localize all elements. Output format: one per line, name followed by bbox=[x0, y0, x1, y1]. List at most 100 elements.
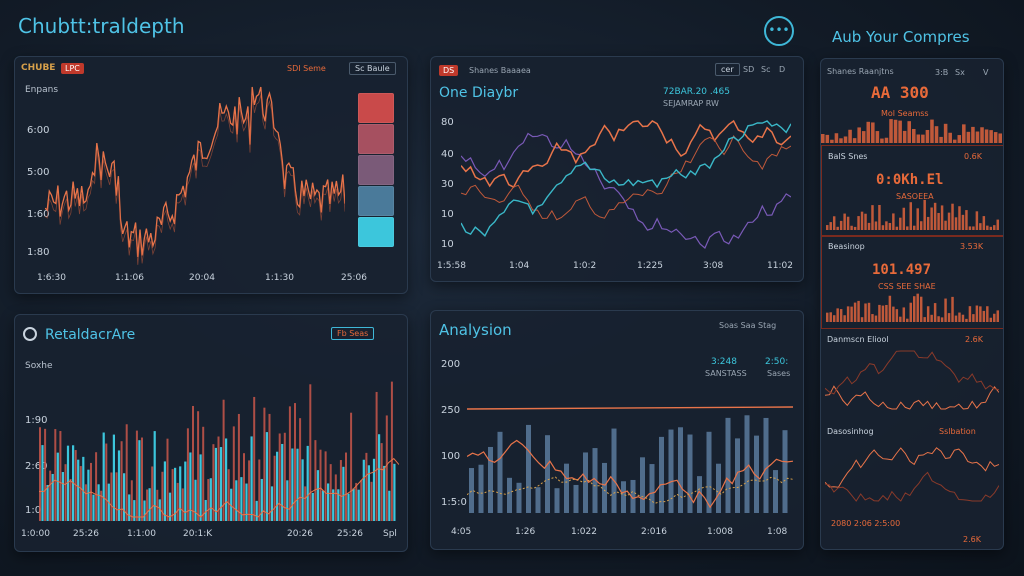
panel3-btn[interactable]: Fb Seas bbox=[331, 327, 375, 340]
bar-red bbox=[84, 484, 87, 521]
refresh-icon[interactable] bbox=[23, 327, 37, 341]
mini-bar bbox=[846, 216, 850, 230]
mini-bar bbox=[954, 217, 958, 230]
mini-bar bbox=[881, 305, 885, 322]
mini-bar bbox=[989, 130, 993, 143]
mini-bar bbox=[996, 310, 999, 322]
right-ctrl[interactable]: Sx bbox=[955, 68, 965, 77]
panel2-tag[interactable]: DS bbox=[439, 65, 459, 76]
mini-bar bbox=[867, 302, 871, 322]
bar bbox=[687, 434, 693, 513]
bar-cyan bbox=[148, 488, 151, 521]
right-ctrl[interactable]: 3:B bbox=[935, 68, 949, 77]
legend-swatch[interactable] bbox=[358, 186, 394, 216]
x-tick: 25:26 bbox=[337, 529, 363, 539]
legend-swatch[interactable] bbox=[358, 124, 394, 154]
bar-red bbox=[232, 426, 235, 521]
right-card-3[interactable]: Danmscn Eliool 2.6K bbox=[821, 329, 1003, 419]
x-tick: 1:008 bbox=[707, 527, 733, 537]
mini-bar bbox=[958, 312, 961, 322]
bar-cyan bbox=[184, 461, 187, 521]
bar-cyan bbox=[46, 484, 49, 521]
legend-swatch[interactable] bbox=[358, 155, 394, 185]
mini-bar bbox=[832, 216, 836, 230]
bar-red bbox=[360, 480, 363, 521]
mini-bar bbox=[864, 213, 867, 230]
mini-bar bbox=[913, 296, 916, 322]
right-ctrl-chevron-icon[interactable]: V bbox=[983, 68, 989, 77]
mini-bar bbox=[848, 129, 852, 143]
x-tick: 20:26 bbox=[287, 529, 313, 539]
panel2-ctrl[interactable]: SD bbox=[743, 65, 755, 74]
bar-red bbox=[95, 452, 98, 521]
bar-cyan bbox=[82, 456, 85, 521]
bar-cyan bbox=[153, 431, 156, 521]
menu-button[interactable]: ••• bbox=[764, 16, 794, 46]
x-tick: 1:6:30 bbox=[37, 273, 66, 283]
bar-cyan bbox=[296, 448, 299, 521]
mini-bar bbox=[993, 225, 996, 230]
mini-bar bbox=[937, 212, 940, 230]
mini-bar bbox=[982, 216, 986, 230]
mini-bar bbox=[881, 225, 885, 230]
bar-red bbox=[227, 469, 230, 521]
bar bbox=[469, 468, 474, 513]
bar-cyan bbox=[383, 465, 386, 521]
mini-bar bbox=[839, 138, 843, 143]
bar-cyan bbox=[265, 432, 268, 521]
panel1-tag-red[interactable]: LPC bbox=[61, 63, 84, 74]
x-tick: 25:06 bbox=[341, 273, 367, 283]
panel1-btn-seme[interactable]: SDI Seme bbox=[287, 64, 326, 73]
bar-cyan bbox=[168, 492, 172, 521]
right-top-small: Shanes Raanjtns bbox=[827, 67, 894, 76]
right-card-4[interactable]: Dasosinhog Sslbation bbox=[821, 421, 1003, 511]
right-card-2[interactable]: Beasinop 3.53K 101.497 CSS SEE SHAE bbox=[821, 235, 1003, 329]
mini-bar bbox=[892, 213, 895, 230]
bar-cyan bbox=[41, 445, 44, 521]
card-line-chart bbox=[825, 447, 999, 502]
mini-bar bbox=[923, 199, 926, 230]
mini-bar bbox=[857, 300, 860, 322]
y-tick: 30 bbox=[441, 179, 454, 190]
bar-cyan bbox=[123, 473, 126, 521]
mini-bar bbox=[965, 210, 968, 230]
right-footer-right: 2.6K bbox=[963, 535, 981, 544]
mini-bar bbox=[968, 226, 972, 230]
legend-swatch[interactable] bbox=[358, 93, 394, 123]
bar-red bbox=[125, 424, 128, 521]
mini-bar bbox=[916, 293, 919, 322]
bar-cyan bbox=[189, 452, 192, 521]
mini-bar bbox=[836, 226, 839, 230]
panel2-ctrl[interactable]: cer bbox=[715, 63, 740, 76]
panel1-btn-baule[interactable]: Sc Baule bbox=[349, 62, 396, 75]
panel2-ctrl[interactable]: Sc bbox=[761, 65, 771, 74]
bar-cyan bbox=[61, 472, 64, 521]
panel1-tag: CHUBE bbox=[21, 63, 56, 73]
mini-bar bbox=[829, 312, 832, 322]
mini-bar bbox=[989, 226, 993, 230]
y-tick: 1:90 bbox=[25, 415, 48, 426]
bar-red bbox=[309, 384, 312, 521]
bar-cyan bbox=[332, 489, 335, 521]
bar-cyan bbox=[301, 459, 304, 521]
price-series-line bbox=[45, 86, 345, 257]
mini-bar bbox=[899, 316, 902, 322]
bar-cyan bbox=[291, 448, 294, 521]
bar-cyan bbox=[250, 436, 253, 521]
bar-red bbox=[385, 415, 388, 521]
bar-red bbox=[339, 460, 342, 521]
mini-bar bbox=[884, 137, 889, 143]
bar-cyan bbox=[352, 488, 355, 521]
panel-multi-line: DS Shanes Baaaea cer SD Sc D One Diaybr … bbox=[430, 56, 804, 282]
mini-bar bbox=[902, 207, 906, 230]
right-card-1[interactable]: BalS Snes 0.6K 0:0Kh.El SASOEEA bbox=[821, 145, 1003, 237]
mini-bar bbox=[926, 216, 930, 230]
bar-red bbox=[288, 406, 291, 521]
bar-red bbox=[390, 381, 393, 521]
bar-red bbox=[248, 460, 251, 521]
panel2-ctrl[interactable]: D bbox=[779, 65, 786, 74]
panel-bar-chart: RetaldacrAre Fb Seas Soxhe 1:90 2:60 1:0… bbox=[14, 314, 408, 552]
legend-swatch[interactable] bbox=[358, 217, 394, 247]
mini-bar bbox=[834, 133, 839, 143]
panel-analysis: Analysion Soas Saa Stag 3:248 SANSTASS 2… bbox=[430, 310, 804, 550]
